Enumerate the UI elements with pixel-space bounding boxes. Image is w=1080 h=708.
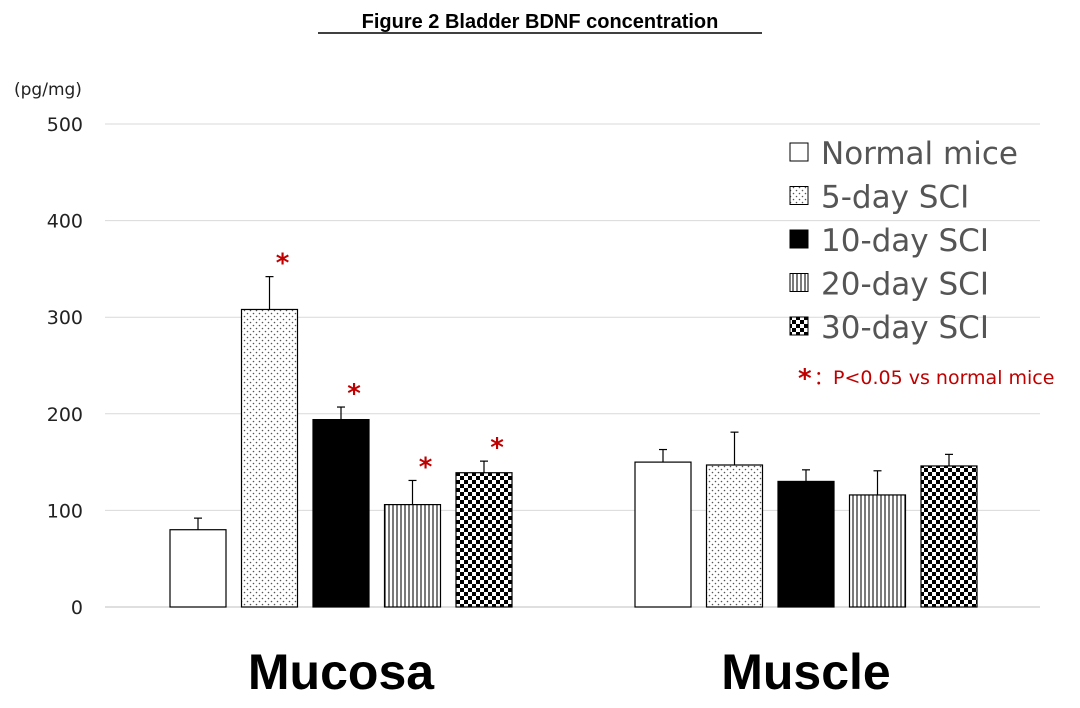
bar-mucosa-3 [383,504,442,608]
category-label-muscle: Muscle [721,644,891,700]
bar-mucosa-2 [312,418,370,608]
y-tick-label: 300 [47,307,83,329]
legend-swatch [789,316,809,336]
significance-note-symbol: * [798,364,812,394]
bar-muscle-1 [705,464,764,608]
legend-swatch [789,273,809,292]
y-tick-label: 0 [71,597,83,619]
legend: Normal mice 5-day SCI 10-day SCI 20-day SCI… [789,136,1018,346]
significance-marker: * [347,379,361,409]
category-labels: Mucosa Muscle [248,644,891,700]
chart-title: Figure 2 Bladder BDNF concentration [362,11,719,33]
bar-muscle-2 [777,480,835,608]
legend-swatch [789,229,809,249]
category-label-mucosa: Mucosa [248,644,435,700]
significance-marker: * [419,452,433,482]
bar-muscle-0 [634,461,692,608]
bar-muscle-4 [920,465,978,608]
legend-swatch [789,142,809,162]
significance-note: * ：P<0.05 vs normal mice [798,364,1054,394]
bars: * * * * [169,249,978,608]
y-tick-label: 100 [47,500,83,522]
legend-label: Normal mice [821,136,1018,172]
y-tick-label: 200 [47,404,83,426]
legend-swatch [789,186,809,205]
bar-muscle-3 [848,494,907,608]
legend-label: 20-day SCI [821,267,989,303]
bar-mucosa-1 [240,308,299,608]
bar-mucosa-4 [455,472,513,608]
y-axis-ticks: 0 100 200 300 400 500 [47,114,83,619]
legend-label: 30-day SCI [821,310,989,346]
significance-marker: * [276,249,290,279]
y-tick-label: 500 [47,114,83,136]
legend-label: 5-day SCI [821,180,969,216]
bar-mucosa-0 [169,529,227,608]
significance-note-text: ：P<0.05 vs normal mice [814,367,1054,389]
significance-marker: * [490,433,504,463]
legend-label: 10-day SCI [821,223,989,259]
y-axis-unit-label: (pg/mg) [14,80,82,100]
y-tick-label: 400 [47,211,83,233]
